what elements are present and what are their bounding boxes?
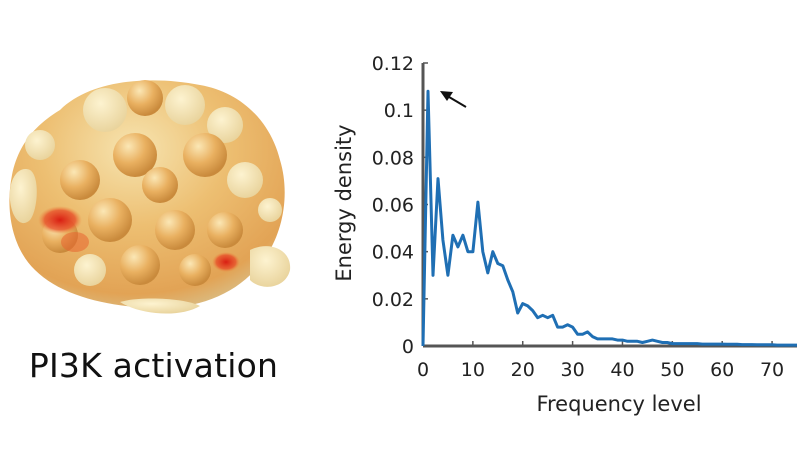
y-tick-label: 0.1 <box>384 100 414 122</box>
peak-arrow-annotation <box>440 91 467 108</box>
series-points <box>422 91 798 347</box>
y-tick-label: 0.08 <box>372 147 414 169</box>
y-tick-label: 0.04 <box>372 242 414 264</box>
y-tick-label: 0.02 <box>372 289 414 311</box>
y-axis-ticks: 0 0.02 0.04 0.06 0.08 0.1 0.12 <box>372 53 428 358</box>
x-tick-label: 20 <box>511 359 535 381</box>
y-tick-label: 0.12 <box>372 53 414 75</box>
x-axis-title: Frequency level <box>536 392 701 416</box>
x-tick-label: 50 <box>660 359 684 381</box>
x-tick-label: 10 <box>461 359 485 381</box>
series-line-energy-density <box>421 89 797 347</box>
y-tick-label: 0.06 <box>372 195 414 217</box>
x-tick-label: 70 <box>760 359 784 381</box>
y-axis-title: Energy density <box>332 124 356 281</box>
x-tick-label: 0 <box>417 359 429 381</box>
protein-surface-image <box>0 70 300 330</box>
x-tick-label: 60 <box>710 359 734 381</box>
figure-caption: PI3K activation <box>28 346 279 385</box>
x-axis-ticks: 0 10 20 30 40 50 60 70 <box>417 341 784 381</box>
protein-surface-graphic <box>9 80 291 314</box>
x-tick-label: 40 <box>610 359 634 381</box>
x-tick-label: 30 <box>561 359 585 381</box>
y-tick-label: 0 <box>402 336 414 358</box>
